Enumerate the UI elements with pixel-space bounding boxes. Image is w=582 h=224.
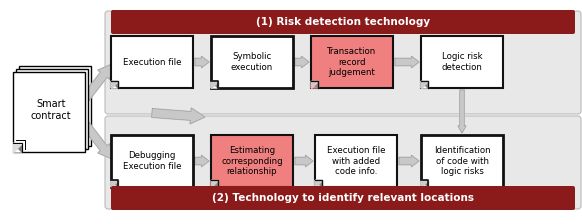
Text: Symbolic
execution: Symbolic execution [231, 52, 273, 72]
Polygon shape [13, 143, 22, 152]
FancyBboxPatch shape [111, 36, 193, 88]
FancyBboxPatch shape [421, 135, 503, 187]
Polygon shape [81, 121, 112, 159]
Polygon shape [211, 81, 218, 88]
Text: (2) Technology to identify relevant locations: (2) Technology to identify relevant loca… [212, 193, 474, 203]
FancyBboxPatch shape [315, 135, 397, 187]
Polygon shape [211, 81, 218, 88]
Polygon shape [421, 180, 428, 187]
Polygon shape [395, 56, 419, 68]
Polygon shape [421, 180, 428, 187]
Polygon shape [211, 81, 218, 88]
Polygon shape [111, 180, 118, 187]
FancyBboxPatch shape [16, 69, 88, 149]
Polygon shape [311, 81, 318, 88]
Polygon shape [421, 180, 428, 187]
Polygon shape [295, 155, 313, 167]
Polygon shape [211, 180, 218, 187]
Polygon shape [195, 155, 209, 167]
FancyBboxPatch shape [105, 116, 581, 209]
Polygon shape [295, 56, 309, 68]
Polygon shape [16, 140, 25, 149]
FancyBboxPatch shape [105, 11, 581, 114]
FancyBboxPatch shape [211, 135, 293, 187]
Text: Execution file
with added
code info.: Execution file with added code info. [327, 146, 385, 176]
Polygon shape [19, 137, 28, 146]
Polygon shape [421, 81, 428, 88]
Text: Estimating
corresponding
relationship: Estimating corresponding relationship [221, 146, 283, 176]
FancyBboxPatch shape [311, 36, 393, 88]
Polygon shape [19, 137, 28, 146]
FancyBboxPatch shape [111, 135, 193, 187]
FancyBboxPatch shape [19, 66, 91, 146]
Polygon shape [111, 81, 118, 88]
Polygon shape [399, 155, 419, 167]
Polygon shape [315, 180, 322, 187]
Text: Transaction
record
judgement: Transaction record judgement [327, 47, 377, 77]
Polygon shape [211, 180, 218, 187]
Polygon shape [16, 140, 25, 149]
Polygon shape [13, 143, 22, 152]
Polygon shape [111, 180, 118, 187]
Polygon shape [111, 81, 118, 88]
Polygon shape [13, 143, 22, 152]
Polygon shape [421, 81, 428, 88]
Polygon shape [421, 81, 428, 88]
FancyBboxPatch shape [13, 72, 85, 152]
Polygon shape [16, 140, 25, 149]
FancyBboxPatch shape [421, 36, 503, 88]
Polygon shape [211, 180, 218, 187]
Polygon shape [311, 81, 318, 88]
Polygon shape [19, 137, 28, 146]
Text: Smart
contract: Smart contract [31, 99, 72, 121]
Text: Execution file: Execution file [123, 58, 181, 67]
Polygon shape [152, 108, 205, 124]
Polygon shape [195, 56, 209, 68]
Polygon shape [315, 180, 322, 187]
FancyBboxPatch shape [211, 36, 293, 88]
Polygon shape [315, 180, 322, 187]
Text: (1) Risk detection technology: (1) Risk detection technology [256, 17, 430, 27]
Polygon shape [111, 81, 118, 88]
Text: Identification
of code with
logic risks: Identification of code with logic risks [434, 146, 490, 176]
Polygon shape [111, 180, 118, 187]
Polygon shape [458, 90, 466, 133]
FancyBboxPatch shape [111, 10, 575, 34]
Text: Logic risk
detection: Logic risk detection [442, 52, 482, 72]
FancyBboxPatch shape [111, 186, 575, 210]
Text: Debugging
Execution file: Debugging Execution file [123, 151, 181, 171]
Polygon shape [81, 64, 112, 101]
Polygon shape [311, 81, 318, 88]
